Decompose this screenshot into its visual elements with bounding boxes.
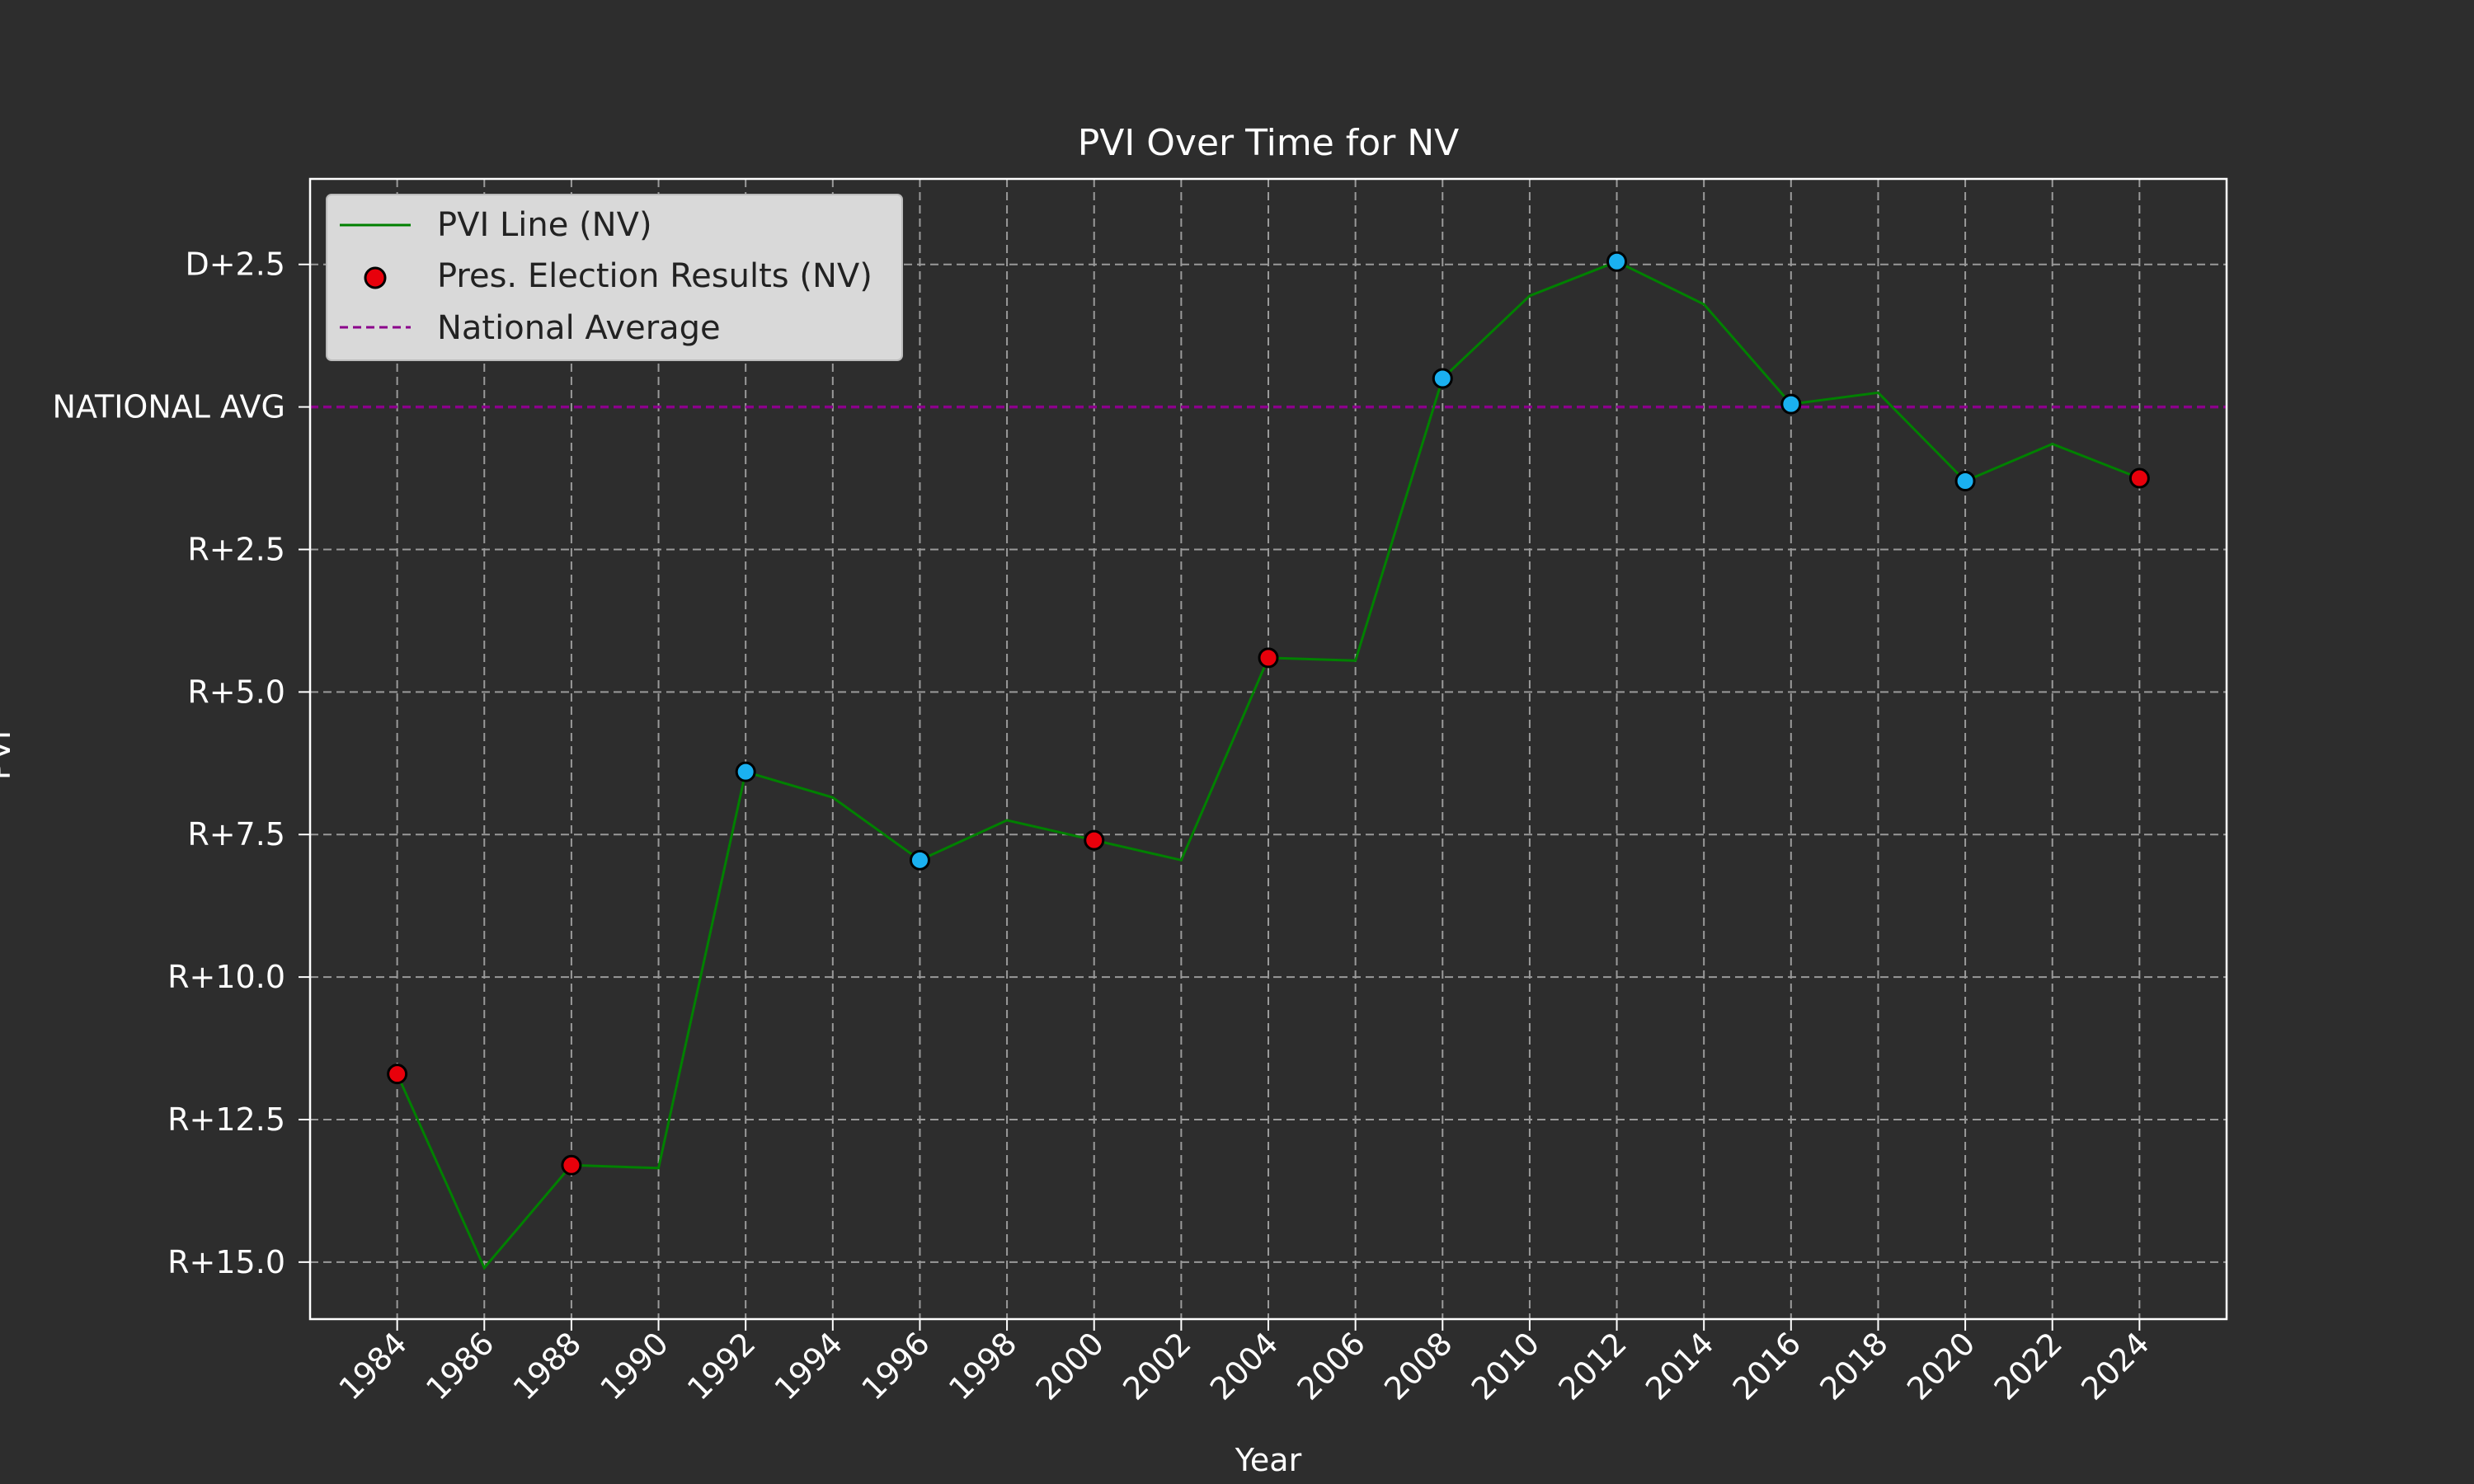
x-tick-label: 1986 — [419, 1325, 501, 1407]
election-result-point — [1258, 647, 1279, 669]
y-tick-label: R+7.5 — [187, 816, 285, 852]
y-tick-label: R+5.0 — [187, 674, 285, 710]
x-tick-label: 1988 — [506, 1325, 589, 1407]
legend-label-election-results: Pres. Election Results (NV) — [437, 257, 872, 295]
election-result-point — [1432, 368, 1453, 389]
x-tick-label: 2000 — [1029, 1325, 1112, 1407]
election-result-point — [1954, 470, 1976, 491]
x-tick-label: 1998 — [942, 1325, 1024, 1407]
x-tick-label: 1994 — [768, 1325, 850, 1407]
x-axis-label: Year — [1235, 1442, 1302, 1478]
legend-label-national-average: National Average — [437, 309, 721, 347]
x-tick-label: 2010 — [1465, 1325, 1547, 1407]
x-tick-label: 1984 — [332, 1325, 414, 1407]
election-result-point — [1084, 829, 1105, 851]
x-tick-label: 2020 — [1900, 1325, 1982, 1407]
election-result-point — [1606, 251, 1628, 272]
x-tick-label: 2008 — [1377, 1325, 1460, 1407]
election-result-point — [387, 1064, 408, 1085]
tick-layer: 1984 1986 1988 1990 1992 1994 1996 1998 2000 2002… — [53, 247, 2157, 1407]
election-result-point — [2128, 467, 2150, 489]
x-tick-label: 2014 — [1639, 1325, 1721, 1407]
y-tick-label: R+10.0 — [167, 959, 285, 995]
election-result-point — [735, 761, 756, 782]
x-tick-label: 2006 — [1290, 1325, 1372, 1407]
x-tick-label: 2004 — [1203, 1325, 1286, 1407]
y-tick-label: R+12.5 — [167, 1101, 285, 1138]
y-tick-label: R+15.0 — [167, 1244, 285, 1280]
x-tick-label: 2018 — [1813, 1325, 1895, 1407]
x-tick-label: 2002 — [1116, 1325, 1198, 1407]
x-tick-label: 1990 — [593, 1325, 675, 1407]
x-tick-label: 1996 — [854, 1325, 937, 1407]
x-tick-label: 1992 — [680, 1325, 763, 1407]
series-layer — [310, 251, 2227, 1270]
y-axis-label: PVI — [0, 730, 17, 780]
y-tick-label: R+2.5 — [187, 531, 285, 567]
x-tick-label: 2012 — [1551, 1325, 1634, 1407]
legend-marker-swatch — [364, 266, 387, 289]
x-tick-label: 2016 — [1726, 1325, 1808, 1407]
election-result-point — [909, 849, 930, 871]
legend: PVI Line (NV) Pres. Election Results (NV… — [326, 194, 903, 361]
legend-label-pvi-line: PVI Line (NV) — [437, 206, 652, 244]
y-tick-label: D+2.5 — [185, 247, 285, 283]
legend-box — [326, 194, 903, 361]
x-tick-label: 2022 — [1987, 1325, 2070, 1407]
x-tick-label: 2024 — [2074, 1325, 2157, 1407]
chart-title: PVI Over Time for NV — [1078, 122, 1460, 164]
election-result-point — [561, 1154, 582, 1176]
election-result-point — [1780, 393, 1802, 415]
y-tick-label: NATIONAL AVG — [53, 389, 285, 425]
